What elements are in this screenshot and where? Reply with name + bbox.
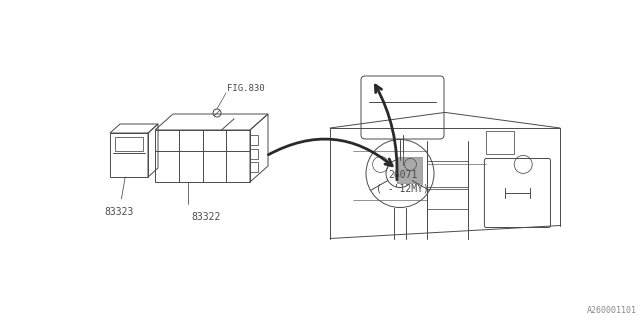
Bar	[250, 162, 258, 172]
Bar	[427, 161, 468, 187]
Bar	[486, 131, 514, 154]
Bar	[250, 149, 258, 159]
Bar	[427, 189, 468, 209]
Bar	[397, 156, 422, 183]
Text: FIG.830: FIG.830	[227, 84, 264, 93]
Text: 83322: 83322	[191, 212, 221, 222]
Text: ( -'12MY): ( -'12MY)	[376, 183, 429, 193]
Bar	[155, 130, 250, 182]
Bar	[115, 137, 143, 151]
Bar	[250, 135, 258, 145]
Text: 83323: 83323	[105, 207, 134, 217]
Text: 26071: 26071	[388, 170, 417, 180]
Text: A260001101: A260001101	[587, 306, 637, 315]
